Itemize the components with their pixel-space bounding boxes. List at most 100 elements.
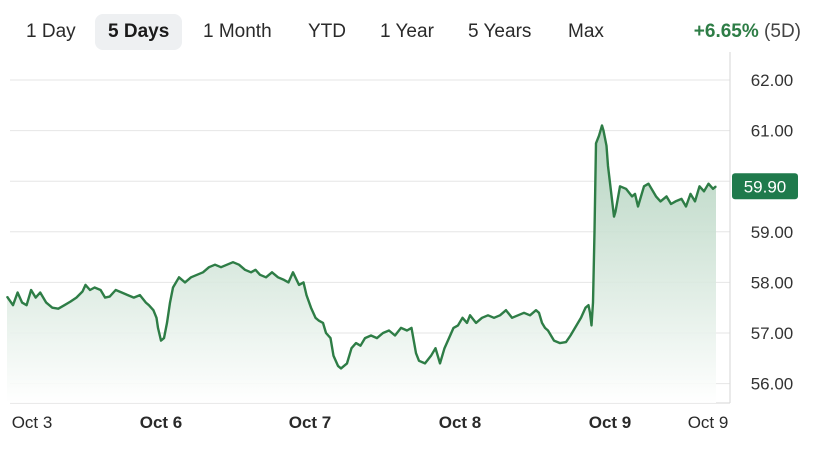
data-point (619, 185, 621, 187)
range-tab-5-days[interactable]: 5 Days (95, 14, 183, 50)
data-point (314, 317, 317, 319)
data-point (238, 264, 240, 266)
data-point (584, 307, 587, 309)
data-point (30, 289, 32, 291)
data-point (250, 271, 252, 273)
data-point (505, 309, 507, 311)
data-point (265, 276, 267, 278)
data-point (6, 296, 8, 298)
data-point (287, 281, 290, 283)
y-tick-label: 59.00 (751, 223, 794, 242)
data-point (337, 365, 339, 367)
range-tab-1-month[interactable]: 1 Month (203, 21, 272, 42)
data-point (169, 302, 171, 304)
data-point (329, 337, 332, 339)
data-point (625, 188, 627, 190)
data-point (670, 203, 672, 205)
x-tick-label: Oct 9 (589, 413, 632, 432)
data-point (424, 362, 426, 364)
data-point (332, 355, 335, 357)
data-point (12, 304, 14, 306)
data-point (340, 367, 342, 369)
data-point (35, 297, 37, 299)
data-point (148, 304, 150, 306)
data-point (511, 317, 513, 319)
range-tab-1-day[interactable]: 1 Day (26, 21, 76, 42)
data-point (184, 281, 186, 283)
data-point (517, 314, 519, 316)
data-point (305, 294, 308, 296)
data-point (254, 269, 257, 271)
data-point (346, 362, 348, 364)
data-point (220, 266, 222, 268)
range-tab-max[interactable]: Max (568, 21, 604, 42)
x-tick-label: Oct 8 (439, 413, 482, 432)
y-tick-label: 61.00 (751, 122, 794, 141)
data-point (593, 231, 596, 233)
data-point (538, 312, 540, 314)
data-point (75, 297, 77, 299)
data-point (415, 352, 417, 354)
data-point (160, 340, 162, 342)
data-point (45, 302, 47, 304)
data-point (607, 165, 609, 167)
data-point (466, 322, 468, 324)
data-point (232, 261, 234, 263)
data-point (559, 342, 561, 344)
change-period: (5D) (764, 21, 801, 42)
range-tab-5-years[interactable]: 5 Years (468, 21, 532, 42)
data-point (157, 327, 159, 329)
price-change: +6.65% (5D) (694, 14, 801, 50)
data-point (457, 324, 459, 326)
data-point (493, 317, 495, 319)
data-point (163, 337, 165, 339)
range-tab-1-year[interactable]: 1 Year (380, 21, 434, 42)
data-point (364, 337, 366, 339)
data-point (350, 347, 353, 349)
data-point (565, 341, 567, 343)
last-price-badge: 59.90 (732, 173, 798, 200)
data-point (406, 329, 408, 332)
data-point (172, 286, 174, 289)
data-point (541, 322, 543, 324)
x-tick-label: Oct 9 (688, 413, 729, 432)
data-point (139, 294, 141, 296)
data-point (544, 327, 546, 329)
data-point (580, 317, 582, 319)
data-point (475, 322, 477, 324)
data-point (277, 276, 279, 278)
data-point (244, 269, 246, 271)
last-price-label: 59.90 (744, 177, 787, 196)
data-point (155, 317, 158, 319)
data-point (127, 294, 129, 296)
range-tab-ytd[interactable]: YTD (308, 21, 346, 42)
data-point (634, 193, 636, 195)
data-point (443, 347, 446, 349)
data-point (69, 301, 71, 303)
data-point (26, 304, 28, 306)
data-point (574, 327, 576, 329)
data-point (89, 289, 91, 291)
data-point (712, 188, 714, 190)
data-point (598, 135, 600, 137)
data-point (21, 302, 23, 304)
data-point (665, 195, 668, 197)
data-point (487, 314, 489, 316)
data-point (547, 329, 549, 332)
data-point (590, 324, 593, 326)
data-point (317, 319, 320, 321)
data-point (39, 291, 41, 294)
data-point (647, 183, 650, 185)
data-point (382, 332, 384, 334)
data-point (121, 291, 123, 294)
data-point (452, 327, 455, 329)
data-point (115, 289, 117, 291)
data-point (400, 327, 402, 329)
data-point (259, 274, 261, 276)
data-point (410, 327, 413, 329)
data-point (145, 302, 147, 304)
data-point (715, 185, 717, 187)
y-tick-label: 62.00 (751, 71, 794, 90)
data-point (178, 276, 180, 278)
